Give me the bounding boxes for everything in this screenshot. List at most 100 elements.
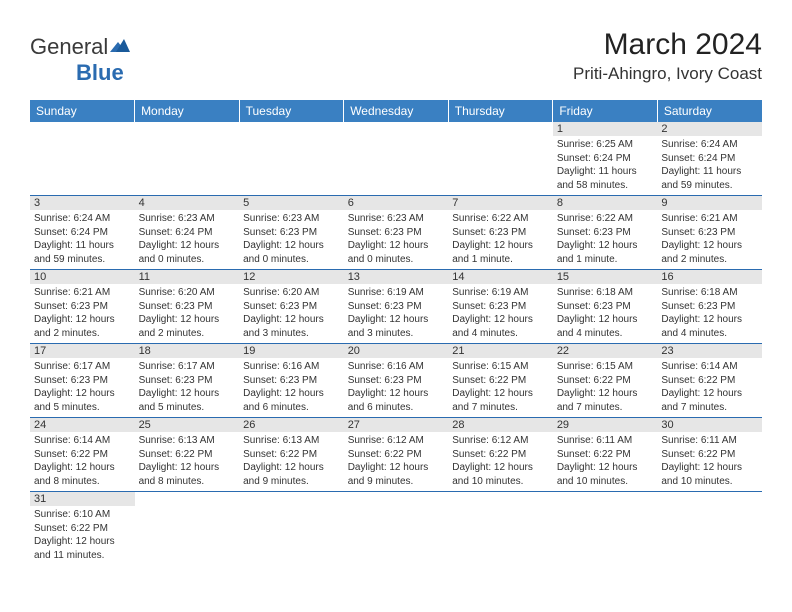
weekday-header: Saturday — [657, 100, 762, 122]
day-info: Sunrise: 6:19 AMSunset: 6:23 PMDaylight:… — [344, 284, 449, 343]
day-number: 7 — [448, 196, 553, 210]
weekday-header: Sunday — [30, 100, 135, 122]
day-number: 3 — [30, 196, 135, 210]
calendar-row: 3Sunrise: 6:24 AMSunset: 6:24 PMDaylight… — [30, 196, 762, 270]
day-number: 9 — [657, 196, 762, 210]
day-number: 23 — [657, 344, 762, 358]
calendar-empty — [239, 122, 344, 196]
day-info: Sunrise: 6:15 AMSunset: 6:22 PMDaylight:… — [448, 358, 553, 417]
day-info: Sunrise: 6:21 AMSunset: 6:23 PMDaylight:… — [657, 210, 762, 269]
logo: GeneralBlue — [30, 34, 131, 86]
calendar-day: 4Sunrise: 6:23 AMSunset: 6:24 PMDaylight… — [135, 196, 240, 270]
calendar-day: 15Sunrise: 6:18 AMSunset: 6:23 PMDayligh… — [553, 270, 658, 344]
calendar-empty — [239, 492, 344, 566]
day-number: 5 — [239, 196, 344, 210]
day-info: Sunrise: 6:10 AMSunset: 6:22 PMDaylight:… — [30, 506, 135, 565]
day-info: Sunrise: 6:11 AMSunset: 6:22 PMDaylight:… — [657, 432, 762, 491]
calendar-day: 18Sunrise: 6:17 AMSunset: 6:23 PMDayligh… — [135, 344, 240, 418]
day-number: 12 — [239, 270, 344, 284]
title-block: March 2024 Priti-Ahingro, Ivory Coast — [573, 28, 762, 84]
day-number: 8 — [553, 196, 658, 210]
day-number: 31 — [30, 492, 135, 506]
day-number: 20 — [344, 344, 449, 358]
day-info: Sunrise: 6:18 AMSunset: 6:23 PMDaylight:… — [553, 284, 658, 343]
day-info: Sunrise: 6:14 AMSunset: 6:22 PMDaylight:… — [657, 358, 762, 417]
calendar-day: 2Sunrise: 6:24 AMSunset: 6:24 PMDaylight… — [657, 122, 762, 196]
calendar-empty — [135, 122, 240, 196]
day-number: 25 — [135, 418, 240, 432]
day-info: Sunrise: 6:17 AMSunset: 6:23 PMDaylight:… — [30, 358, 135, 417]
calendar-day: 1Sunrise: 6:25 AMSunset: 6:24 PMDaylight… — [553, 122, 658, 196]
day-info: Sunrise: 6:15 AMSunset: 6:22 PMDaylight:… — [553, 358, 658, 417]
day-number: 10 — [30, 270, 135, 284]
calendar-day: 20Sunrise: 6:16 AMSunset: 6:23 PMDayligh… — [344, 344, 449, 418]
weekday-header: Monday — [135, 100, 240, 122]
calendar-row: 24Sunrise: 6:14 AMSunset: 6:22 PMDayligh… — [30, 418, 762, 492]
calendar-day: 11Sunrise: 6:20 AMSunset: 6:23 PMDayligh… — [135, 270, 240, 344]
calendar-day: 19Sunrise: 6:16 AMSunset: 6:23 PMDayligh… — [239, 344, 344, 418]
calendar-day: 28Sunrise: 6:12 AMSunset: 6:22 PMDayligh… — [448, 418, 553, 492]
calendar-day: 14Sunrise: 6:19 AMSunset: 6:23 PMDayligh… — [448, 270, 553, 344]
calendar-day: 27Sunrise: 6:12 AMSunset: 6:22 PMDayligh… — [344, 418, 449, 492]
calendar-day: 29Sunrise: 6:11 AMSunset: 6:22 PMDayligh… — [553, 418, 658, 492]
day-info: Sunrise: 6:13 AMSunset: 6:22 PMDaylight:… — [135, 432, 240, 491]
day-number: 11 — [135, 270, 240, 284]
calendar-day: 13Sunrise: 6:19 AMSunset: 6:23 PMDayligh… — [344, 270, 449, 344]
logo-text: GeneralBlue — [30, 34, 131, 86]
calendar-day: 10Sunrise: 6:21 AMSunset: 6:23 PMDayligh… — [30, 270, 135, 344]
day-info: Sunrise: 6:22 AMSunset: 6:23 PMDaylight:… — [553, 210, 658, 269]
month-title: March 2024 — [573, 28, 762, 62]
weekday-header-row: SundayMondayTuesdayWednesdayThursdayFrid… — [30, 100, 762, 122]
calendar-empty — [448, 122, 553, 196]
day-number: 14 — [448, 270, 553, 284]
day-info: Sunrise: 6:22 AMSunset: 6:23 PMDaylight:… — [448, 210, 553, 269]
day-info: Sunrise: 6:24 AMSunset: 6:24 PMDaylight:… — [30, 210, 135, 269]
calendar-empty — [30, 122, 135, 196]
day-number: 24 — [30, 418, 135, 432]
day-info: Sunrise: 6:12 AMSunset: 6:22 PMDaylight:… — [448, 432, 553, 491]
day-info: Sunrise: 6:16 AMSunset: 6:23 PMDaylight:… — [239, 358, 344, 417]
day-number: 13 — [344, 270, 449, 284]
weekday-header: Friday — [553, 100, 658, 122]
day-number: 30 — [657, 418, 762, 432]
flag-icon — [110, 34, 130, 60]
calendar-row: 31Sunrise: 6:10 AMSunset: 6:22 PMDayligh… — [30, 492, 762, 566]
day-info: Sunrise: 6:11 AMSunset: 6:22 PMDaylight:… — [553, 432, 658, 491]
calendar-table: SundayMondayTuesdayWednesdayThursdayFrid… — [30, 100, 762, 565]
calendar-day: 23Sunrise: 6:14 AMSunset: 6:22 PMDayligh… — [657, 344, 762, 418]
calendar-empty — [135, 492, 240, 566]
calendar-row: 10Sunrise: 6:21 AMSunset: 6:23 PMDayligh… — [30, 270, 762, 344]
day-number: 18 — [135, 344, 240, 358]
day-number: 1 — [553, 122, 658, 136]
calendar-empty — [657, 492, 762, 566]
calendar-day: 31Sunrise: 6:10 AMSunset: 6:22 PMDayligh… — [30, 492, 135, 566]
weekday-header: Tuesday — [239, 100, 344, 122]
calendar-empty — [344, 122, 449, 196]
day-number: 16 — [657, 270, 762, 284]
day-number: 4 — [135, 196, 240, 210]
day-info: Sunrise: 6:14 AMSunset: 6:22 PMDaylight:… — [30, 432, 135, 491]
logo-text-2: Blue — [76, 60, 124, 85]
calendar-day: 7Sunrise: 6:22 AMSunset: 6:23 PMDaylight… — [448, 196, 553, 270]
calendar-day: 5Sunrise: 6:23 AMSunset: 6:23 PMDaylight… — [239, 196, 344, 270]
calendar-day: 9Sunrise: 6:21 AMSunset: 6:23 PMDaylight… — [657, 196, 762, 270]
calendar-day: 12Sunrise: 6:20 AMSunset: 6:23 PMDayligh… — [239, 270, 344, 344]
calendar-empty — [448, 492, 553, 566]
calendar-day: 3Sunrise: 6:24 AMSunset: 6:24 PMDaylight… — [30, 196, 135, 270]
weekday-header: Thursday — [448, 100, 553, 122]
day-info: Sunrise: 6:20 AMSunset: 6:23 PMDaylight:… — [135, 284, 240, 343]
calendar-day: 30Sunrise: 6:11 AMSunset: 6:22 PMDayligh… — [657, 418, 762, 492]
calendar-day: 26Sunrise: 6:13 AMSunset: 6:22 PMDayligh… — [239, 418, 344, 492]
day-info: Sunrise: 6:17 AMSunset: 6:23 PMDaylight:… — [135, 358, 240, 417]
day-number: 6 — [344, 196, 449, 210]
calendar-day: 8Sunrise: 6:22 AMSunset: 6:23 PMDaylight… — [553, 196, 658, 270]
day-number: 29 — [553, 418, 658, 432]
day-info: Sunrise: 6:23 AMSunset: 6:24 PMDaylight:… — [135, 210, 240, 269]
day-number: 17 — [30, 344, 135, 358]
calendar-empty — [553, 492, 658, 566]
day-info: Sunrise: 6:23 AMSunset: 6:23 PMDaylight:… — [344, 210, 449, 269]
day-number: 28 — [448, 418, 553, 432]
day-info: Sunrise: 6:12 AMSunset: 6:22 PMDaylight:… — [344, 432, 449, 491]
day-info: Sunrise: 6:16 AMSunset: 6:23 PMDaylight:… — [344, 358, 449, 417]
logo-text-1: General — [30, 34, 108, 59]
